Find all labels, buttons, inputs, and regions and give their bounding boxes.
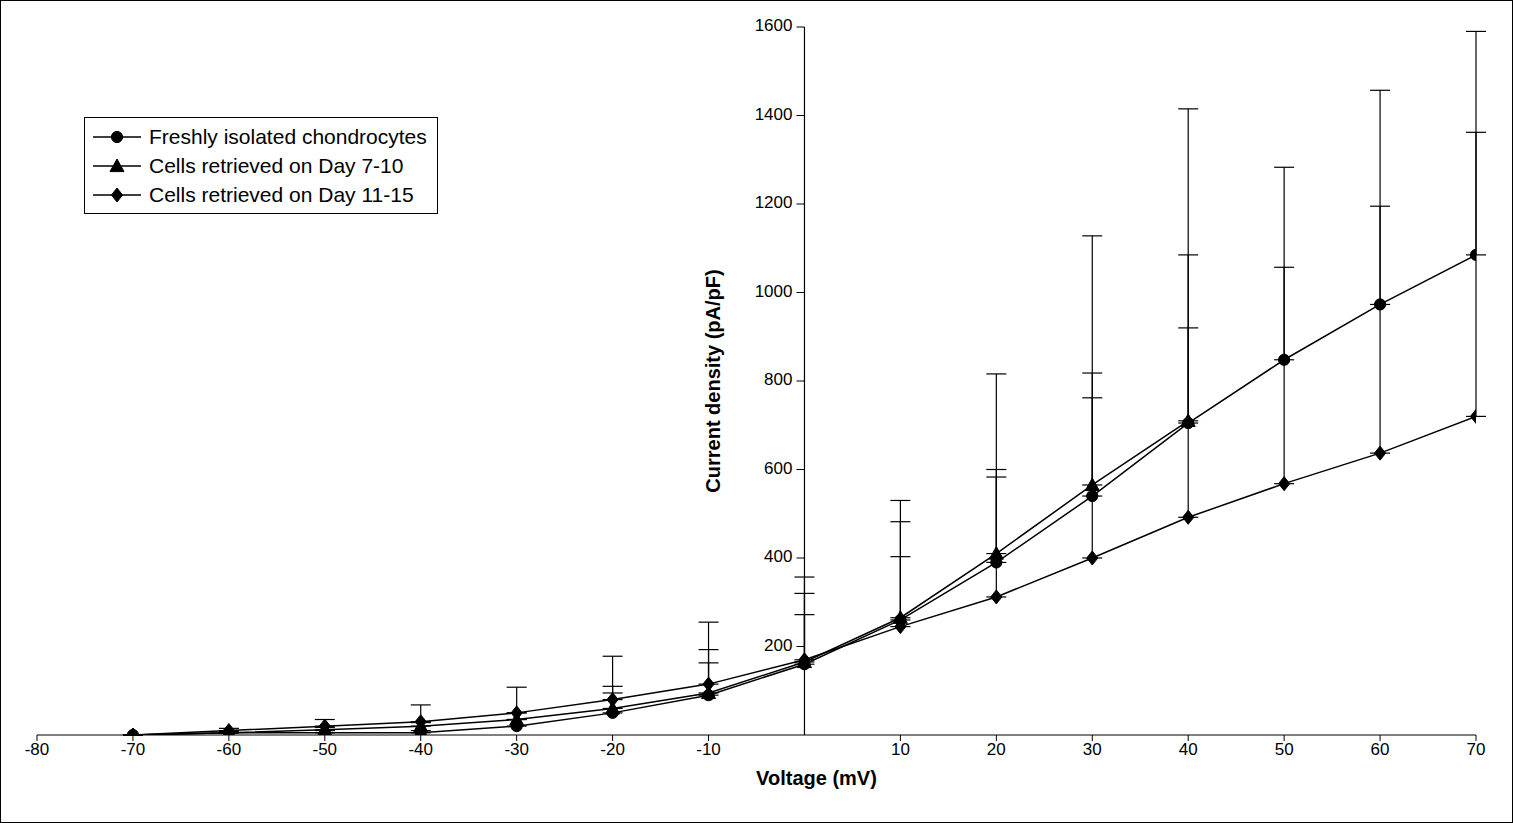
- svg-text:-10: -10: [696, 740, 721, 759]
- svg-text:800: 800: [764, 370, 792, 389]
- html-text:Freshly isolated chondrocytes: Freshly isolated chondrocytes: [149, 125, 427, 148]
- svg-text:-70: -70: [121, 740, 146, 759]
- html-text:Cells retrieved on Day 7-10: Cells retrieved on Day 7-10: [149, 154, 404, 177]
- svg-text:-30: -30: [504, 740, 529, 759]
- svg-text:10: 10: [891, 740, 910, 759]
- html-text:Cells retrieved on Day 11-15: Cells retrieved on Day 11-15: [149, 183, 414, 206]
- svg-text:30: 30: [1083, 740, 1102, 759]
- svg-text:-80: -80: [25, 740, 50, 759]
- svg-text:1600: 1600: [755, 16, 793, 35]
- svg-text:-40: -40: [408, 740, 433, 759]
- svg-text:400: 400: [764, 547, 792, 566]
- svg-text:20: 20: [987, 740, 1006, 759]
- svg-text:Current density (pA/pF): Current density (pA/pF): [702, 269, 724, 492]
- svg-text:-50: -50: [313, 740, 338, 759]
- svg-text:1000: 1000: [755, 282, 793, 301]
- svg-text:60: 60: [1371, 740, 1390, 759]
- svg-text:40: 40: [1179, 740, 1198, 759]
- svg-text:600: 600: [764, 459, 792, 478]
- svg-text:1400: 1400: [755, 105, 793, 124]
- svg-text:50: 50: [1275, 740, 1294, 759]
- svg-text:Voltage (mV): Voltage (mV): [756, 767, 877, 789]
- svg-text:-20: -20: [600, 740, 625, 759]
- svg-text:-60: -60: [217, 740, 242, 759]
- svg-text:70: 70: [1467, 740, 1486, 759]
- svg-text:200: 200: [764, 636, 792, 655]
- svg-text:1200: 1200: [755, 193, 793, 212]
